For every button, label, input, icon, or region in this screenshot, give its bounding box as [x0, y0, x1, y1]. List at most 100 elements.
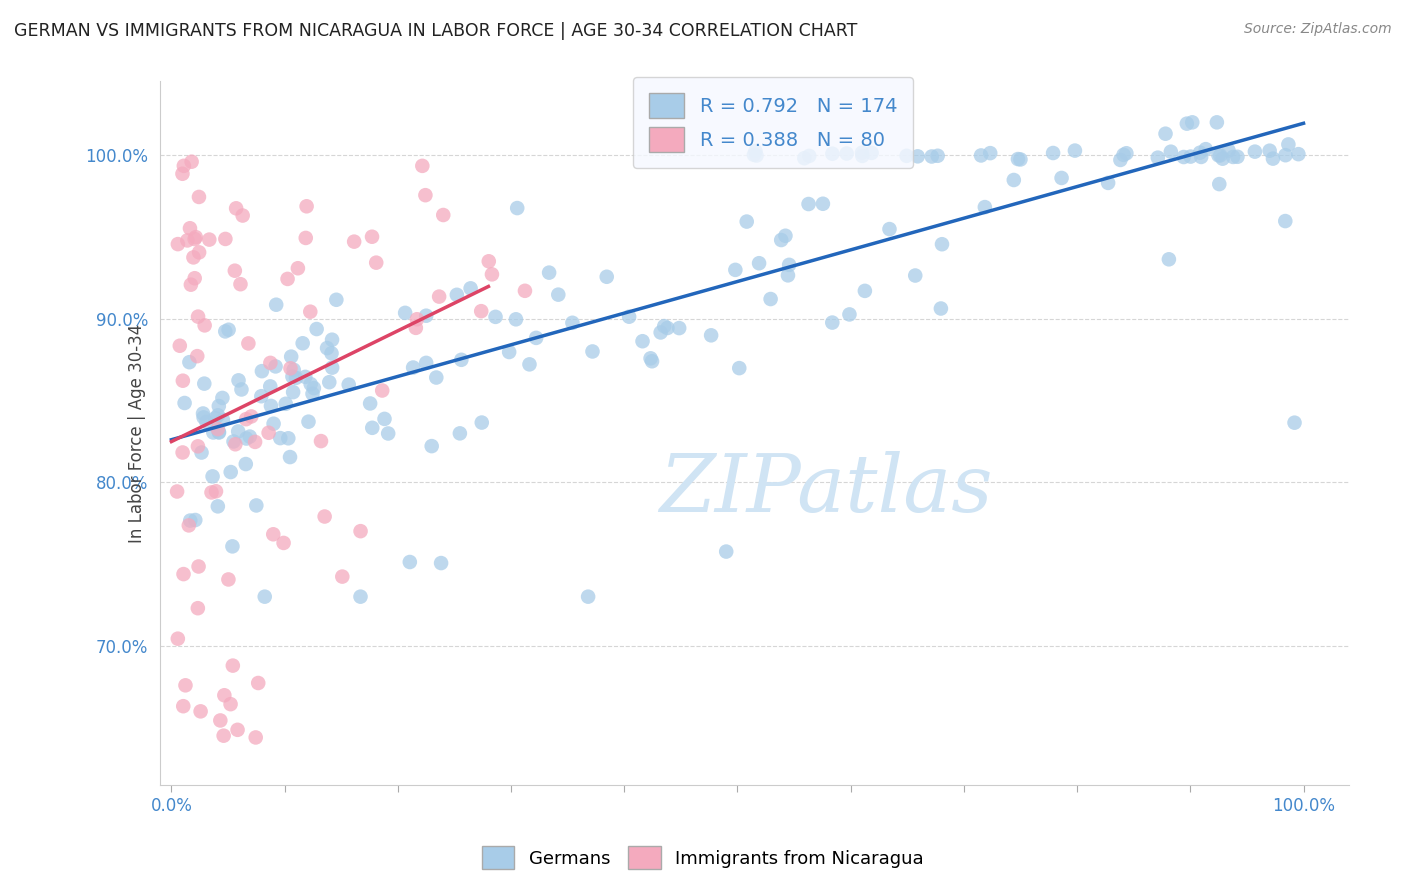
Point [361, 229, 384, 244]
Point [177, 518, 200, 533]
Point [217, 573, 239, 587]
Point [1157, 252, 1180, 267]
Point [183, 251, 205, 265]
Point [167, 237, 190, 252]
Point [700, 328, 723, 343]
Point [212, 413, 235, 427]
Point [811, 196, 834, 211]
Point [250, 364, 273, 378]
Point [180, 277, 202, 292]
Point [194, 318, 217, 333]
Point [187, 559, 209, 574]
Point [631, 334, 654, 349]
Point [208, 399, 231, 413]
Point [1042, 146, 1064, 161]
Point [301, 386, 323, 401]
Point [432, 208, 454, 222]
Point [617, 310, 640, 324]
Point [222, 434, 245, 449]
Point [1274, 214, 1296, 228]
Point [166, 484, 188, 499]
Y-axis label: In Labor Force | Age 30-34: In Labor Force | Age 30-34 [128, 324, 146, 542]
Point [245, 731, 267, 745]
Point [187, 439, 209, 453]
Point [209, 714, 232, 728]
Point [226, 425, 249, 439]
Point [652, 319, 675, 334]
Point [1181, 115, 1204, 129]
Point [226, 723, 249, 737]
Point [1175, 117, 1198, 131]
Point [321, 346, 343, 360]
Point [927, 149, 949, 163]
Point [427, 290, 450, 304]
Point [973, 200, 995, 214]
Text: ZIPatlas: ZIPatlas [659, 450, 993, 528]
Point [406, 312, 429, 326]
Point [299, 304, 322, 318]
Point [1286, 147, 1309, 161]
Point [221, 540, 243, 554]
Point [253, 590, 276, 604]
Point [561, 316, 583, 330]
Point [371, 384, 394, 398]
Point [668, 321, 690, 335]
Point [1226, 150, 1249, 164]
Point [201, 469, 224, 483]
Point [239, 429, 262, 443]
Point [1209, 148, 1232, 162]
Point [402, 360, 425, 375]
Point [183, 271, 205, 285]
Point [821, 146, 844, 161]
Point [1010, 153, 1032, 167]
Point [321, 333, 343, 347]
Point [187, 601, 209, 615]
Point [235, 457, 257, 471]
Point [291, 336, 314, 351]
Point [273, 536, 295, 550]
Point [321, 360, 343, 375]
Text: GERMAN VS IMMIGRANTS FROM NICARAGUA IN LABOR FORCE | AGE 30-34 CORRELATION CHART: GERMAN VS IMMIGRANTS FROM NICARAGUA IN L… [14, 22, 858, 40]
Point [1173, 150, 1195, 164]
Point [219, 697, 242, 711]
Point [225, 202, 247, 216]
Point [180, 154, 202, 169]
Point [188, 245, 211, 260]
Point [172, 167, 194, 181]
Point [742, 148, 765, 162]
Point [257, 425, 280, 440]
Point [1180, 150, 1202, 164]
Point [186, 349, 208, 363]
Point [184, 230, 207, 244]
Point [330, 569, 353, 583]
Point [287, 261, 309, 276]
Point [547, 287, 569, 301]
Point [484, 310, 506, 324]
Point [280, 350, 302, 364]
Point [1097, 176, 1119, 190]
Legend: R = 0.792   N = 174, R = 0.388   N = 80: R = 0.792 N = 174, R = 0.388 N = 80 [634, 77, 912, 168]
Point [173, 567, 195, 582]
Point [797, 197, 820, 211]
Point [297, 415, 319, 429]
Point [744, 144, 766, 158]
Point [835, 146, 858, 161]
Point [1205, 115, 1227, 129]
Point [879, 222, 901, 236]
Point [1050, 171, 1073, 186]
Point [294, 231, 316, 245]
Point [179, 221, 201, 235]
Point [294, 370, 316, 384]
Point [316, 341, 339, 355]
Point [260, 399, 283, 413]
Point [519, 357, 541, 371]
Point [198, 233, 221, 247]
Point [179, 514, 201, 528]
Point [1195, 142, 1218, 156]
Legend: Germans, Immigrants from Nicaragua: Germans, Immigrants from Nicaragua [472, 838, 934, 879]
Point [283, 363, 305, 377]
Point [1002, 173, 1025, 187]
Point [460, 281, 482, 295]
Point [277, 431, 299, 445]
Point [420, 439, 443, 453]
